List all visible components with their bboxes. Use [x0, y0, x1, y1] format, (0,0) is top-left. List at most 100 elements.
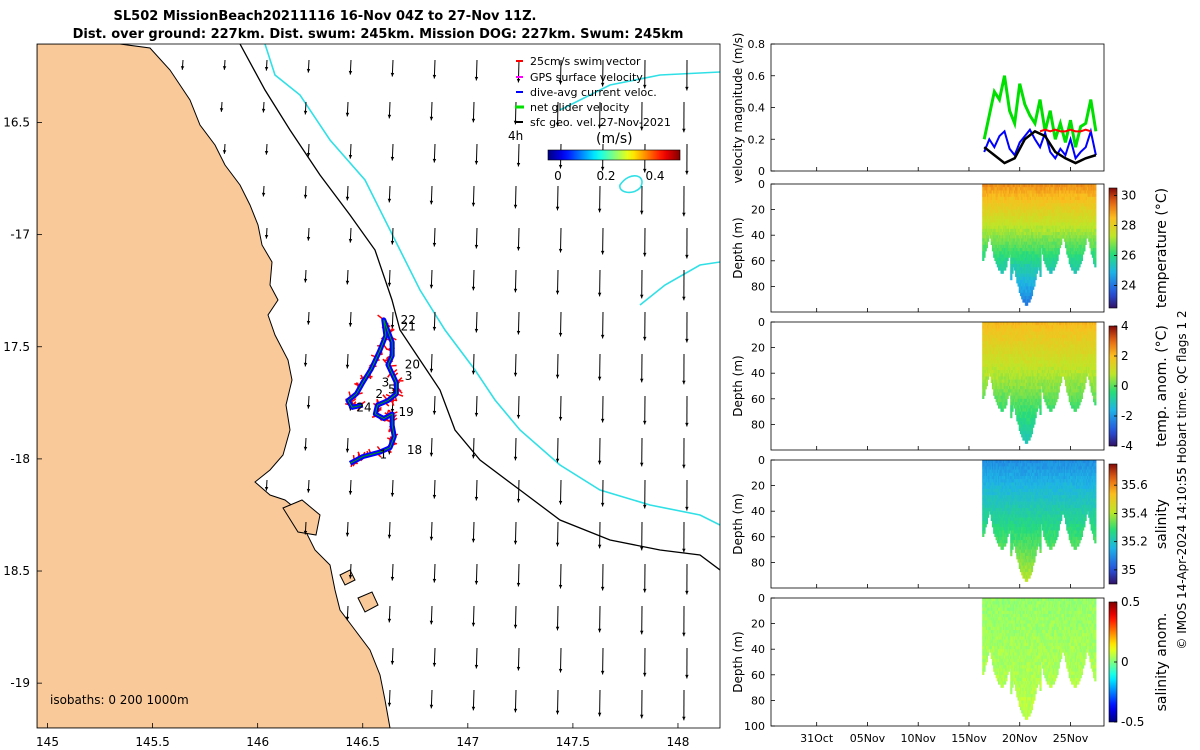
- section-cell: [1046, 325, 1049, 329]
- section-cell: [1061, 212, 1064, 217]
- section-cell: [1032, 354, 1035, 358]
- section-cell: [1067, 238, 1070, 242]
- section-cell: [1019, 376, 1023, 380]
- section-cell: [1027, 292, 1030, 297]
- section-cell: [1060, 209, 1063, 213]
- section-cell: [994, 389, 997, 393]
- section-cell: [982, 338, 985, 342]
- section-cell: [1032, 347, 1035, 351]
- section-cell: [1041, 341, 1045, 345]
- section-cell: [1000, 363, 1003, 367]
- section-cell: [1002, 334, 1006, 339]
- section-cell: [1004, 347, 1007, 351]
- section-cell: [1005, 402, 1008, 406]
- section-cell: [1071, 200, 1074, 204]
- section-cell: [1032, 206, 1035, 210]
- section-cell: [1022, 347, 1025, 351]
- section-cell: [1023, 286, 1026, 290]
- section-cell: [995, 373, 998, 377]
- section-cell: [983, 232, 986, 236]
- section-cell: [1052, 209, 1056, 213]
- section-cell: [1026, 196, 1029, 201]
- section-cell: [1078, 225, 1081, 229]
- velocity-arrowhead: [640, 294, 644, 299]
- section-cell: [1043, 216, 1046, 220]
- section-cell: [1051, 398, 1054, 403]
- section-cell: [1010, 248, 1013, 252]
- section-cell: [1019, 244, 1023, 249]
- section-cell: [1054, 376, 1057, 380]
- section-cell: [1019, 344, 1023, 348]
- section-cell: [983, 376, 986, 380]
- section-cell: [1016, 187, 1019, 191]
- section-cell: [1077, 238, 1080, 242]
- section-cell: [1034, 395, 1037, 399]
- section-cell: [1023, 376, 1026, 380]
- section-cell: [1005, 389, 1008, 393]
- section-cell: [1017, 376, 1020, 380]
- section-cell: [1043, 382, 1046, 387]
- section-cell: [1046, 373, 1049, 377]
- section-cell: [982, 344, 985, 348]
- section-cell: [995, 379, 998, 383]
- section-cell: [1007, 190, 1010, 194]
- section-cell: [1028, 296, 1031, 300]
- section-cell: [1054, 386, 1057, 390]
- section-cell: [1030, 232, 1034, 236]
- section-cell: [1047, 398, 1051, 403]
- section-cell: [1013, 331, 1017, 335]
- map-ytick-label: 17.5: [3, 340, 30, 354]
- section-cell: [1063, 366, 1066, 371]
- section-cell: [1026, 222, 1029, 226]
- section-cell: [1050, 209, 1053, 213]
- section-cell: [1056, 190, 1059, 194]
- section-cell: [1036, 187, 1040, 191]
- section-cell: [1039, 222, 1042, 226]
- section-cell: [1010, 395, 1013, 399]
- section-cell: [982, 254, 985, 258]
- section-cell: [1002, 363, 1006, 367]
- section-cell: [1044, 354, 1047, 358]
- section-cell: [1011, 386, 1014, 390]
- section-cell: [1058, 344, 1062, 348]
- section-cell: [1013, 232, 1017, 236]
- section-cell: [1022, 382, 1025, 387]
- section-cell: [982, 244, 985, 249]
- section-cell: [1038, 238, 1041, 242]
- section-cell: [1001, 334, 1004, 339]
- section-cell: [1051, 238, 1054, 242]
- section-cell: [990, 196, 993, 201]
- section-cell: [1034, 260, 1037, 265]
- section-cell: [1011, 379, 1014, 383]
- section-cell: [991, 386, 995, 390]
- section-cell: [1019, 354, 1023, 358]
- section-cell: [1015, 357, 1018, 361]
- section-cell: [1036, 260, 1040, 265]
- section-cell: [1032, 338, 1035, 342]
- section-cell: [1021, 190, 1024, 194]
- section-cell: [1038, 241, 1041, 245]
- section-cell: [1072, 328, 1075, 332]
- section-cell: [985, 370, 989, 374]
- section-cell: [983, 328, 986, 332]
- section-cell: [1026, 257, 1029, 261]
- section-cell: [1050, 248, 1053, 252]
- section-cell: [1004, 350, 1007, 355]
- section-cell: [1055, 331, 1058, 335]
- section-cell: [1033, 257, 1036, 261]
- section-cell: [1049, 193, 1052, 197]
- section-cell: [1021, 251, 1024, 255]
- section-cell: [1073, 354, 1076, 358]
- section-cell: [1069, 341, 1073, 345]
- section-cell: [1041, 225, 1045, 229]
- section-cell: [1030, 203, 1034, 207]
- section-cell: [1058, 382, 1062, 387]
- section-cell: [1091, 184, 1095, 188]
- section-cell: [1060, 344, 1063, 348]
- velocity-arrow: [517, 647, 520, 671]
- section-cell: [1005, 363, 1008, 367]
- section-cell: [999, 251, 1002, 255]
- section-cell: [1021, 228, 1024, 233]
- section-cell: [1023, 373, 1026, 377]
- section-cell: [1011, 200, 1014, 204]
